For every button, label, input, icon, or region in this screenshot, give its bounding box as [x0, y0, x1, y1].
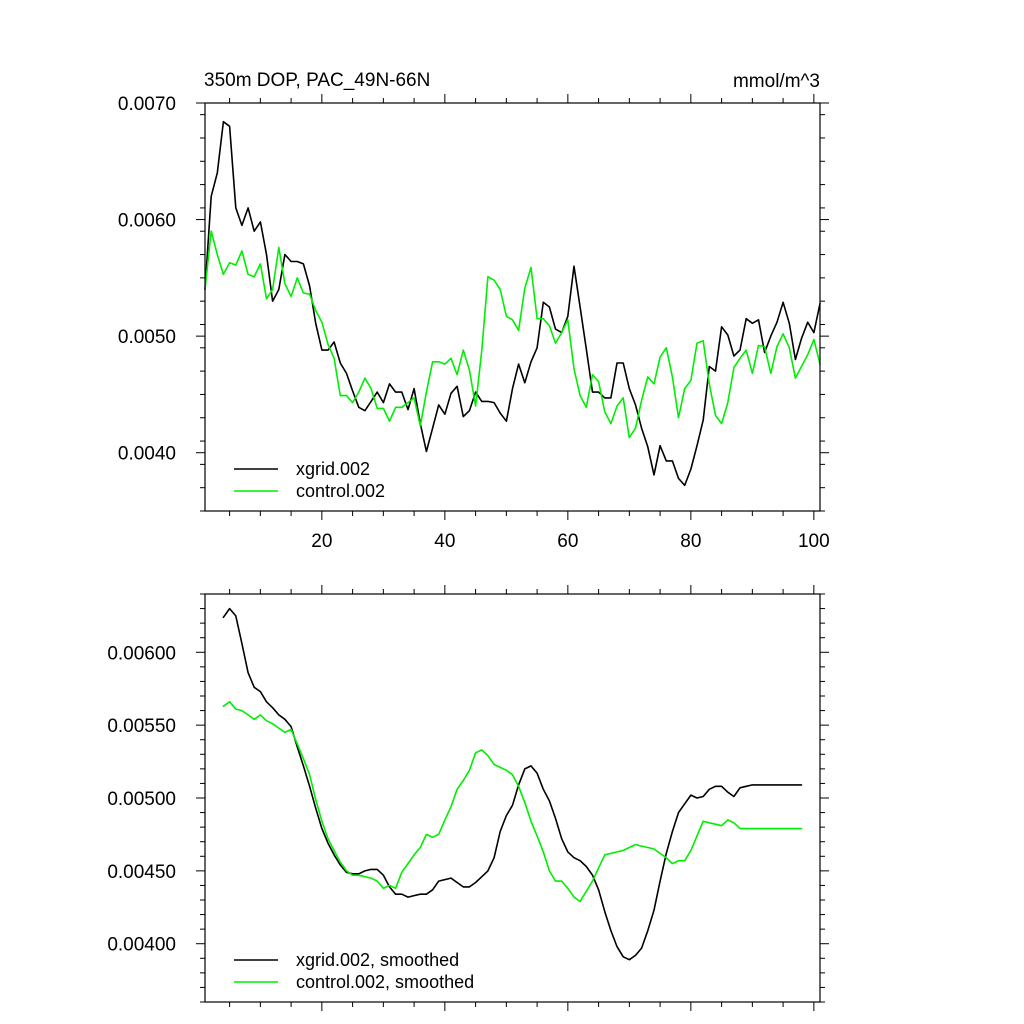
top-x-tick-label: 20 — [311, 531, 332, 552]
bottom-plot-frame — [204, 593, 821, 1003]
bottom-panel: 0.00400 0.00450 0.00500 0.00550 0.00600 xgri… — [107, 585, 829, 1011]
top-y-tick-label: 0.0040 — [118, 444, 176, 465]
bottom-series-xgrid-line — [222, 607, 803, 961]
bottom-legend-label-xgrid: xgrid.002, smoothed — [296, 950, 459, 970]
bottom-y-tick-label: 0.00500 — [107, 789, 176, 810]
chart-title: 350m DOP, PAC_49N-66N — [204, 70, 430, 91]
bottom-y-tick-labels: 0.00400 0.00450 0.00500 0.00550 0.00600 — [107, 643, 176, 955]
bottom-y-tick-label: 0.00450 — [107, 862, 176, 883]
top-series-control-line — [204, 230, 821, 439]
bottom-series-control-line — [222, 700, 803, 903]
top-x-tick-label: 100 — [798, 531, 830, 552]
top-legend-label-xgrid: xgrid.002 — [296, 459, 370, 479]
top-plot-frame — [204, 102, 821, 512]
top-x-tick-label: 40 — [434, 531, 455, 552]
top-y-tick-labels: 0.0040 0.0050 0.0060 0.0070 — [118, 94, 176, 465]
top-y-tick-label: 0.0070 — [118, 94, 176, 115]
top-legend-label-control: control.002 — [296, 481, 385, 501]
top-series-lines — [204, 120, 821, 487]
top-y-tick-label: 0.0060 — [118, 211, 176, 232]
top-x-tick-label: 80 — [680, 531, 701, 552]
bottom-legend-label-control: control.002, smoothed — [296, 972, 474, 992]
top-y-tick-label: 0.0050 — [118, 327, 176, 348]
units-label: mmol/m^3 — [733, 71, 820, 92]
top-x-tick-labels: 20 40 60 80 100 — [311, 531, 829, 552]
top-panel: 350m DOP, PAC_49N-66N mmol/m^3 0.00400.0… — [118, 70, 830, 552]
bottom-y-tick-label: 0.00550 — [107, 716, 176, 737]
bottom-y-tick-label: 0.00400 — [107, 935, 176, 956]
top-x-tick-label: 60 — [557, 531, 578, 552]
top-series-xgrid-line — [204, 120, 821, 487]
top-axis-ticks — [196, 94, 829, 520]
bottom-y-tick-label: 0.00600 — [107, 643, 176, 664]
bottom-axis-ticks — [196, 585, 829, 1011]
bottom-series-lines — [222, 607, 803, 961]
